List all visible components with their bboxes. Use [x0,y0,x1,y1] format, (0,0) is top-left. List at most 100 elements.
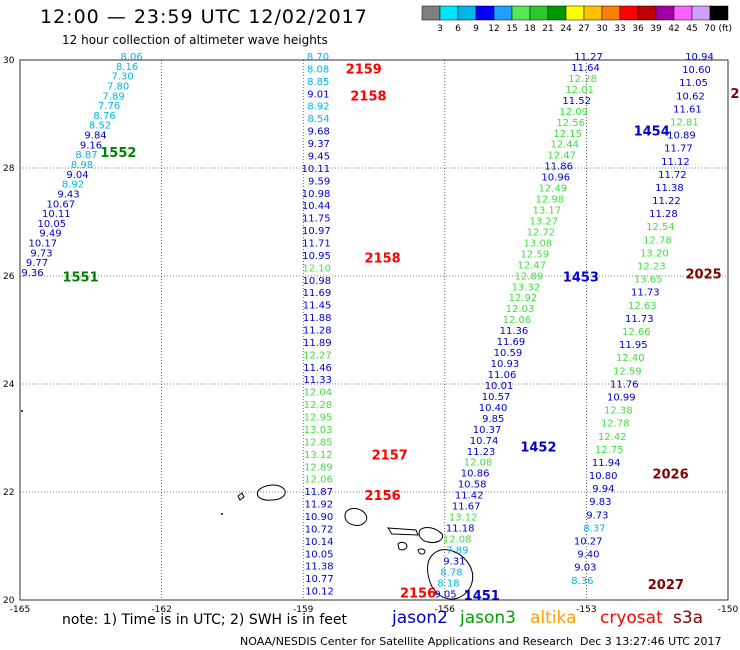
wave-height-value: 11.22 [652,196,681,207]
wave-height-value: 11.64 [571,63,600,74]
wave-height-value: 12.15 [553,129,582,140]
island-niihau [237,492,245,501]
wave-height-value: 12.27 [303,350,332,361]
wave-height-value: 8.36 [571,576,593,587]
wave-height-value: 12.03 [506,304,535,315]
wave-height-value: 11.45 [303,301,332,312]
island-kahoolawe [417,548,426,555]
wave-height-value: 9.36 [21,268,43,279]
wave-height-value: 12.81 [670,117,699,128]
wave-height-value: 8.98 [71,160,93,171]
wave-height-value: 8.70 [307,52,329,63]
pass-label: 2158 [350,90,386,105]
wave-height-value: 11.89 [303,338,332,349]
wave-height-value: 8.87 [75,150,97,161]
wave-height-value: 10.12 [305,587,334,598]
longitude-label: -156 [435,605,456,615]
wave-height-value: 11.18 [446,524,475,535]
longitude-label: -165 [10,605,30,615]
wave-height-value: 11.95 [619,340,648,351]
wave-height-value: 11.38 [655,183,684,194]
colorbar-tick-label: 36 [632,24,644,34]
wave-height-value: 8.18 [437,578,459,589]
wave-height-value: 11.76 [610,379,639,390]
wave-height-value: 11.42 [455,491,484,502]
colorbar-swatch [421,5,441,21]
wave-height-value: 7.76 [98,101,120,112]
wave-height-value: 10.96 [541,173,570,184]
hawaiian-islands [21,410,474,600]
wave-height-value: 9.77 [26,258,48,269]
pass-label: 1454 [634,125,670,140]
pass-label: 1451 [464,589,500,604]
latitude-label: 20 [3,596,15,606]
wave-height-value: 12.08 [464,458,493,469]
wave-height-value: 11.28 [649,209,678,220]
wave-height-value: 9.94 [592,484,614,495]
wave-height-value: 11.73 [625,314,654,325]
wave-height-value: 9.40 [577,550,599,561]
wave-height-value: 10.97 [302,226,331,237]
wave-height-value: 9.84 [84,131,106,142]
satellite-name: cryosat [600,608,663,628]
satellite-name: jason3 [460,608,516,628]
wave-height-value: 11.88 [303,313,332,324]
latitude-label: 30 [3,56,15,66]
wave-height-value: 12.59 [613,366,642,377]
satellite-name: altika [530,608,577,628]
wave-height-value: 12.98 [535,195,564,206]
wave-height-value: 11.94 [592,458,621,469]
wave-height-value: 9.03 [574,563,596,574]
wave-height-value: 8.76 [93,111,115,122]
wave-height-value: 12.89 [515,271,544,282]
wave-height-value: 13.12 [449,513,478,524]
wave-height-value: 11.38 [305,562,334,573]
wave-height-value: 8.92 [62,180,84,191]
pass-label: 2026 [652,468,688,483]
wave-height-value: 13.03 [304,425,333,436]
wave-height-value: 11.72 [658,170,687,181]
wave-height-value: 11.92 [304,500,333,511]
wave-height-value: 12.10 [302,263,331,274]
wave-height-value: 8.78 [440,567,462,578]
wave-height-value: 12.66 [622,327,651,338]
pass-label: 2156 [400,586,436,601]
pass-label: 1452 [520,441,556,456]
wave-height-value: 11.36 [500,326,529,337]
wave-height-value: 8.92 [307,102,329,113]
wave-height-value: 9.83 [589,497,611,508]
colorbar-tick-label: 9 [473,24,479,34]
wave-height-value: 10.60 [682,65,711,76]
wave-height-value: 13.27 [529,216,558,227]
wave-height-value: 7.80 [107,81,129,92]
pass-label: 2156 [365,489,401,504]
colorbar-swatch [511,5,531,21]
colorbar-unit: (ft) [718,24,732,34]
pass-label: 2024 [730,87,740,102]
wave-height-value: 12.72 [527,227,556,238]
wave-height-value: 12.38 [604,406,633,417]
wave-height-value: 10.98 [302,276,331,287]
wave-height-value: 9.43 [57,189,79,200]
colorbar-swatch [457,5,477,21]
colorbar-swatch [493,5,513,21]
wave-height-value: 12.47 [518,260,547,271]
islet [221,513,223,515]
colorbar-swatch [673,5,693,21]
pass-labels: 2159 2158 2158 2157 2156 2156 1451 1452 1453 1454… [62,63,740,605]
latitude-label: 22 [3,488,14,498]
wave-height-value: 12.92 [509,293,538,304]
wave-height-value: 12.47 [547,151,576,162]
wave-height-value: 8.54 [307,114,329,125]
wave-height-value: 12.40 [616,353,645,364]
colorbar-tick-label: 24 [560,24,572,34]
wave-height-value: 7.89 [446,545,468,556]
wave-height-value: 10.72 [305,524,334,535]
wave-height-value: 9.04 [66,170,88,181]
colorbar-swatch [529,5,549,21]
page-subtitle: 12 hour collection of altimeter wave hei… [62,33,328,47]
wave-height-value: 8.16 [116,62,138,73]
colorbar-swatch [475,5,495,21]
island-maui [418,526,444,543]
